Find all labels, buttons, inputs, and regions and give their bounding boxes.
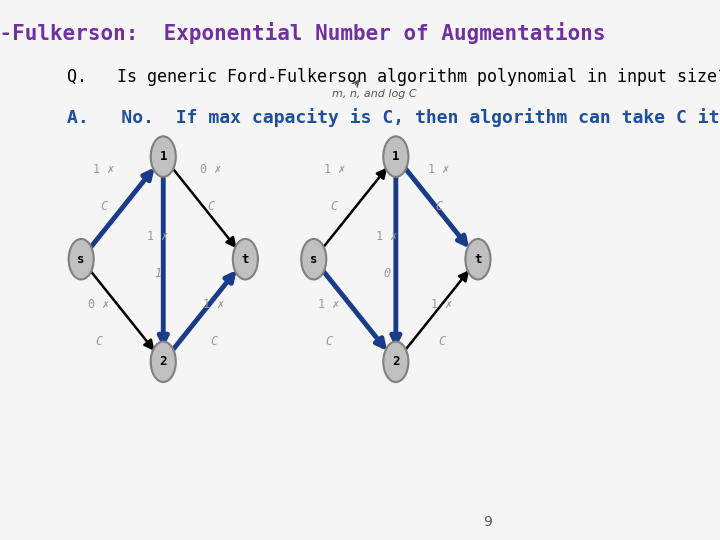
Text: 1 ✗: 1 ✗ — [203, 298, 224, 310]
Text: 0 ✗: 0 ✗ — [200, 163, 222, 176]
Text: s: s — [310, 253, 318, 266]
Text: 1 ✗: 1 ✗ — [431, 298, 452, 310]
Text: C: C — [330, 200, 338, 213]
Text: 1 ✗: 1 ✗ — [147, 230, 168, 243]
Ellipse shape — [150, 137, 176, 177]
Ellipse shape — [301, 239, 326, 280]
Ellipse shape — [383, 341, 408, 382]
Text: s: s — [78, 253, 85, 266]
Text: t: t — [242, 253, 249, 266]
Text: 1 ✗: 1 ✗ — [428, 163, 450, 176]
Text: 9: 9 — [482, 515, 492, 529]
Text: 1 ✗: 1 ✗ — [94, 163, 114, 176]
Ellipse shape — [150, 341, 176, 382]
Text: 1 ✗: 1 ✗ — [376, 230, 397, 243]
Ellipse shape — [383, 137, 408, 177]
Text: C: C — [436, 200, 443, 213]
Text: C: C — [210, 335, 217, 348]
Text: 1: 1 — [392, 150, 400, 163]
Text: 1 ✗: 1 ✗ — [318, 298, 340, 310]
Text: 1 ✗: 1 ✗ — [323, 163, 345, 176]
Text: t: t — [474, 253, 482, 266]
Text: C: C — [438, 335, 445, 348]
Text: m, n, and log C: m, n, and log C — [332, 89, 417, 99]
Text: C: C — [207, 200, 215, 213]
Ellipse shape — [233, 239, 258, 280]
Text: C: C — [325, 335, 333, 348]
Text: 2: 2 — [160, 355, 167, 368]
Ellipse shape — [465, 239, 490, 280]
Text: Ford-Fulkerson:  Exponential Number of Augmentations: Ford-Fulkerson: Exponential Number of Au… — [0, 22, 606, 44]
Text: Q.   Is generic Ford-Fulkerson algorithm polynomial in input size?: Q. Is generic Ford-Fulkerson algorithm p… — [68, 68, 720, 85]
Text: C: C — [100, 200, 107, 213]
Text: 1: 1 — [160, 150, 167, 163]
Text: 1: 1 — [154, 267, 161, 280]
Ellipse shape — [68, 239, 94, 280]
Text: A.   No.  If max capacity is C, then algorithm can take C iterations.: A. No. If max capacity is C, then algori… — [68, 108, 720, 127]
Text: C: C — [95, 335, 102, 348]
Text: 2: 2 — [392, 355, 400, 368]
Text: 0: 0 — [383, 267, 390, 280]
Text: 0 ✗: 0 ✗ — [88, 298, 109, 310]
